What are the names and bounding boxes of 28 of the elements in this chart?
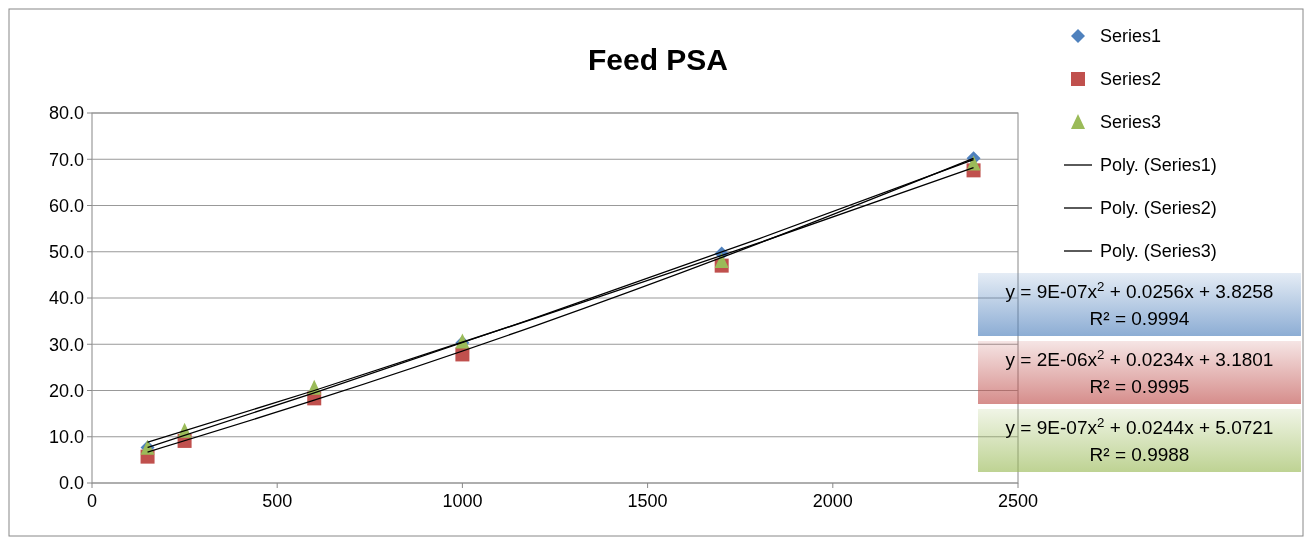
annotation: y = 2E-06x$^{2}$ + 0.0234x + 3.1801 xyxy=(1005,346,1274,370)
legend-label: Poly. (Series2) xyxy=(1100,198,1217,219)
y-tick-label: 80.0 xyxy=(48,103,84,124)
annotation: y = 9E-07x$^{2}$ + 0.0256x + 3.8258 xyxy=(1005,278,1274,302)
x-tick-label: 2000 xyxy=(812,491,853,511)
y-tick-label: 70.0 xyxy=(48,149,84,170)
legend-label: Series1 xyxy=(1100,26,1162,47)
legend-label: Poly. (Series3) xyxy=(1100,241,1217,262)
text: R² = 0.9988 xyxy=(1089,444,1190,465)
x-tick-label: 2500 xyxy=(997,491,1039,511)
annotation: y = 9E-07x$^{2}$ + 0.0244x + 5.0721 xyxy=(1005,414,1274,438)
x-tick-label: 1500 xyxy=(627,491,668,511)
y-tick-label: 60.0 xyxy=(48,195,84,216)
y-tick-label: 50.0 xyxy=(48,242,84,263)
x-tick-label: 0 xyxy=(86,491,98,511)
legend-label: Series3 xyxy=(1100,112,1162,133)
y-tick-label: 20.0 xyxy=(48,380,84,401)
text: R² = 0.9995 xyxy=(1089,376,1190,397)
chart-title: Feed PSA xyxy=(587,43,729,76)
text: R² = 0.9994 xyxy=(1089,308,1190,329)
y-tick-label: 0.0 xyxy=(58,473,84,494)
y-tick-label: 30.0 xyxy=(48,334,84,355)
legend-label: Poly. (Series1) xyxy=(1100,155,1217,176)
legend-label: Series2 xyxy=(1100,69,1162,90)
y-tick-label: 10.0 xyxy=(48,427,84,448)
x-tick-label: 1000 xyxy=(442,491,483,511)
x-tick-label: 500 xyxy=(262,491,293,511)
y-tick-label: 40.0 xyxy=(48,288,84,309)
